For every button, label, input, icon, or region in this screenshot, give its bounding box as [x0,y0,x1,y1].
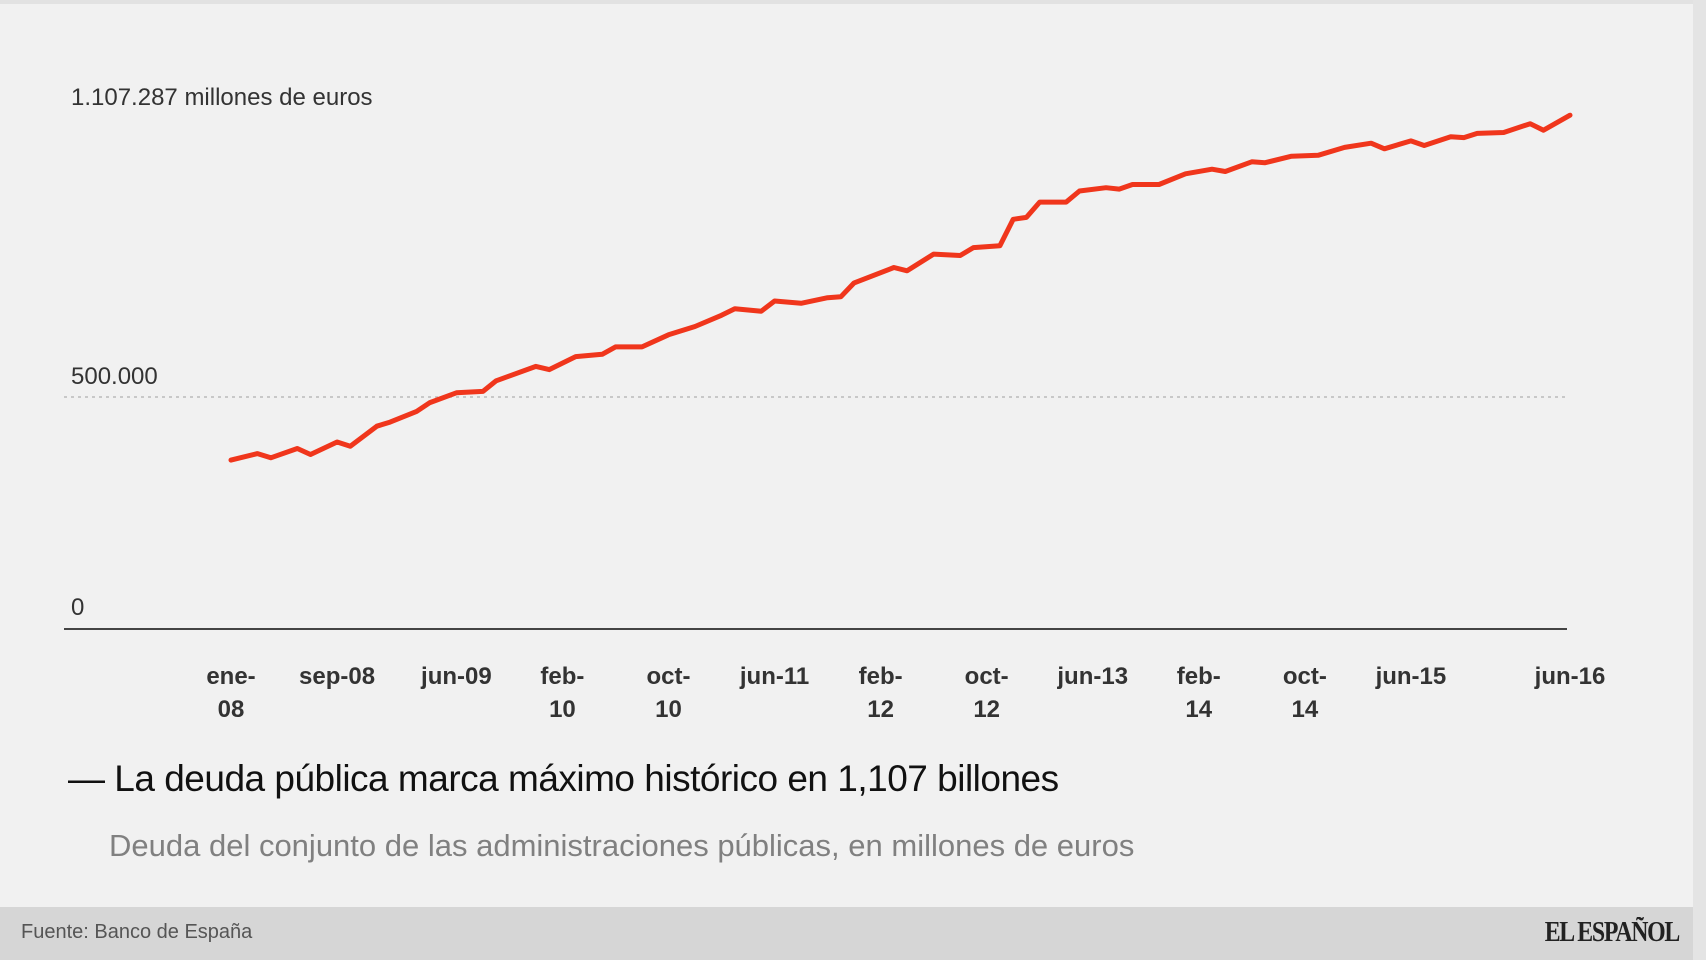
x-tick-2011-06: jun-11 [720,660,830,693]
x-tick-2014-10: oct- 14 [1250,660,1360,726]
x-tick-2009-06: jun-09 [401,660,511,693]
x-tick-2008-01: ene- 08 [176,660,286,726]
debt-series-line [228,112,1573,463]
x-tick-label-bottom: 08 [217,696,245,723]
x-tick-2010-02: feb- 10 [507,660,617,726]
x-tick-label-top: feb- [540,663,585,690]
x-tick-label-top: oct- [646,663,691,690]
chart-title: — La deuda pública marca máximo históric… [68,758,1059,799]
x-tick-2015-06: jun-15 [1356,660,1466,693]
x-tick-label-top: feb- [858,663,903,690]
x-tick-label-top: ene- [206,663,256,690]
x-tick-label-top: jun-11 [739,663,810,690]
y-tick-500000: 500.000 [71,363,158,390]
x-tick-label-bottom: 14 [1185,696,1213,723]
x-tick-label-top: jun-09 [421,663,492,690]
x-tick-2014-02: feb- 14 [1144,660,1254,726]
top-border [0,0,1706,4]
x-tick-label-bottom: 12 [867,696,894,723]
x-tick-label-top: oct- [964,663,1009,690]
x-tick-label-top: feb- [1176,663,1221,690]
x-tick-label-top: sep-08 [299,663,376,690]
x-tick-label-top: jun-13 [1057,663,1129,690]
x-tick-label-top: jun-16 [1534,663,1606,690]
x-tick-2012-02: feb- 12 [826,660,936,726]
el-espanol-logo: EL ESPAÑOL [1544,917,1681,948]
x-tick-2016-06: jun-16 [1515,660,1625,693]
max-value-label: 1.107.287 millones de euros [71,84,373,111]
x-tick-2010-10: oct- 10 [613,660,723,726]
x-tick-2012-10: oct- 12 [932,660,1042,726]
scrollbar-edge [1693,0,1706,960]
x-tick-2013-06: jun-13 [1038,660,1148,693]
x-tick-label-top: jun-15 [1375,663,1447,690]
x-tick-label-top: oct- [1282,663,1327,690]
x-tick-label-bottom: 12 [973,696,1001,723]
x-tick-label-bottom: 10 [549,696,576,723]
chart-subtitle: Deuda del conjunto de las administracion… [109,828,1135,863]
x-tick-label-bottom: 10 [655,696,682,723]
footer: Fuente: Banco de España EL ESPAÑOL [0,907,1693,960]
x-tick-2008-09: sep-08 [282,660,392,693]
chart-title-text: La deuda pública marca máximo histórico … [114,758,1059,799]
y-tick-0: 0 [71,594,85,621]
x-tick-label-bottom: 14 [1291,696,1319,723]
source-label: Fuente: Banco de España [21,921,253,943]
